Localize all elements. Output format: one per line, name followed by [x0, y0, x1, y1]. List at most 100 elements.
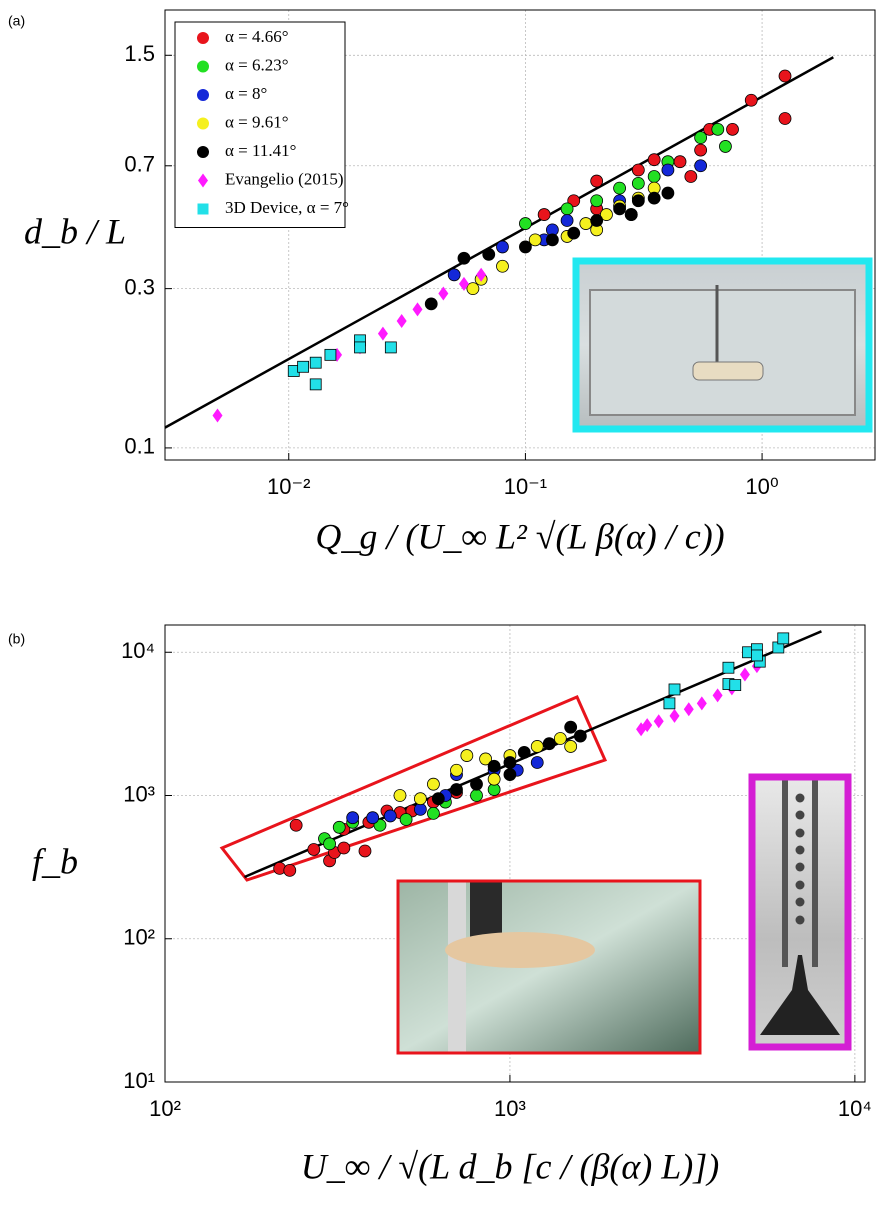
inset-bubble	[796, 916, 805, 925]
inset-tank	[590, 290, 855, 415]
inset-bubble	[796, 811, 805, 820]
circle-marker	[591, 175, 603, 187]
square-marker	[778, 633, 789, 644]
y-axis-label: f_b	[32, 841, 78, 881]
inset-body	[445, 932, 595, 968]
circle-marker	[591, 195, 603, 207]
inset-bubble	[796, 829, 805, 838]
circle-marker	[662, 187, 674, 199]
circle-marker	[427, 778, 439, 790]
circle-marker	[504, 769, 516, 781]
circle-marker	[347, 812, 359, 824]
legend-marker	[197, 32, 209, 44]
circle-marker	[648, 154, 660, 166]
circle-marker	[632, 177, 644, 189]
circle-marker	[448, 269, 460, 281]
legend-marker	[197, 89, 209, 101]
inset-bubble	[796, 846, 805, 855]
y-tick-label: 0.3	[124, 274, 155, 299]
circle-marker	[458, 252, 470, 264]
y-tick-label: 0.7	[124, 152, 155, 177]
circle-marker	[561, 214, 573, 226]
circle-marker	[745, 94, 757, 106]
circle-marker	[384, 810, 396, 822]
circle-marker	[695, 144, 707, 156]
circle-marker	[543, 738, 555, 750]
inset-tube	[782, 777, 788, 967]
circle-marker	[308, 843, 320, 855]
y-tick-label: 0.1	[124, 434, 155, 459]
circle-marker	[451, 784, 463, 796]
circle-marker	[425, 298, 437, 310]
circle-marker	[531, 740, 543, 752]
circle-marker	[554, 733, 566, 745]
circle-marker	[488, 760, 500, 772]
circle-marker	[427, 807, 439, 819]
circle-marker	[367, 812, 379, 824]
circle-marker	[580, 218, 592, 230]
x-tick-label: 10⁴	[838, 1096, 872, 1121]
circle-marker	[674, 156, 686, 168]
circle-marker	[414, 793, 426, 805]
y-tick-label: 10⁴	[121, 638, 155, 663]
circle-marker	[394, 790, 406, 802]
circle-marker	[565, 740, 577, 752]
inset-bubble	[796, 881, 805, 890]
circle-marker	[531, 756, 543, 768]
square-marker	[723, 662, 734, 673]
x-tick-label: 10⁻¹	[504, 474, 547, 499]
inset-photo	[398, 881, 700, 1053]
circle-marker	[333, 821, 345, 833]
circle-marker	[625, 209, 637, 221]
legend-marker	[198, 204, 209, 215]
x-tick-label: 10⁻²	[267, 474, 310, 499]
y-tick-label: 1.5	[124, 41, 155, 66]
circle-marker	[719, 140, 731, 152]
legend-label: α = 11.41°	[225, 141, 296, 160]
circle-marker	[451, 764, 463, 776]
square-marker	[664, 698, 675, 709]
circle-marker	[467, 283, 479, 295]
circle-marker	[519, 218, 531, 230]
circle-marker	[324, 838, 336, 850]
circle-marker	[359, 845, 371, 857]
square-marker	[730, 680, 741, 691]
circle-marker	[461, 750, 473, 762]
y-tick-label: 10³	[123, 781, 155, 806]
x-axis-label: Q_g / (U_∞ L² √(L β(α) / c))	[315, 516, 724, 556]
square-marker	[310, 379, 321, 390]
inset-bubble	[796, 863, 805, 872]
circle-marker	[538, 209, 550, 221]
inset-ruler	[448, 881, 466, 1053]
circle-marker	[518, 746, 530, 758]
panel-label: (a)	[8, 13, 25, 29]
inset-tube	[812, 777, 818, 967]
circle-marker	[695, 160, 707, 172]
circle-marker	[432, 793, 444, 805]
square-marker	[354, 342, 365, 353]
legend-label: α = 9.61°	[225, 112, 289, 131]
legend-label: α = 8°	[225, 84, 267, 103]
circle-marker	[568, 227, 580, 239]
circle-marker	[504, 756, 516, 768]
circle-marker	[414, 803, 426, 815]
x-axis-label: U_∞ / √(L d_b [c / (β(α) L)])	[301, 1146, 720, 1186]
circle-marker	[712, 123, 724, 135]
circle-marker	[779, 70, 791, 82]
circle-marker	[471, 790, 483, 802]
circle-marker	[695, 132, 707, 144]
circle-marker	[632, 195, 644, 207]
x-tick-label: 10³	[494, 1096, 526, 1121]
circle-marker	[561, 203, 573, 215]
circle-marker	[779, 112, 791, 124]
circle-marker	[519, 241, 531, 253]
circle-marker	[727, 123, 739, 135]
circle-marker	[591, 214, 603, 226]
legend-marker	[197, 61, 209, 73]
inset-bubble	[796, 898, 805, 907]
square-marker	[751, 650, 762, 661]
square-marker	[669, 684, 680, 695]
circle-marker	[290, 819, 302, 831]
legend-marker	[197, 146, 209, 158]
legend-label: Evangelio (2015)	[225, 169, 344, 188]
